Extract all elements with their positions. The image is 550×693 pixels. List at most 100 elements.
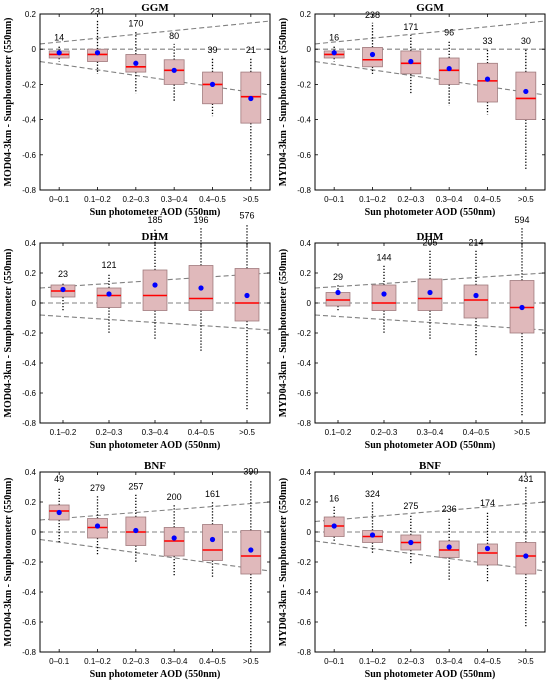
- x-tick-label: 0.2–0.3: [397, 657, 424, 666]
- axes-frame: [39, 13, 271, 191]
- sample-count: 279: [90, 483, 105, 493]
- x-tick-label: 0.1–0.2: [84, 195, 111, 204]
- sample-count: 257: [128, 482, 143, 492]
- y-tick-label: -0.6: [297, 389, 311, 398]
- box-2: 279: [87, 483, 108, 555]
- x-tick-label: >0.5: [518, 195, 534, 204]
- sample-count: 231: [90, 6, 105, 16]
- box-2: 231: [87, 6, 108, 74]
- sample-count: 16: [329, 33, 339, 43]
- box-body: [438, 57, 460, 85]
- mean-point: [198, 285, 204, 291]
- y-tick-label: -0.4: [22, 116, 36, 125]
- mean-point: [56, 509, 62, 516]
- x-tick-label: 0.3–0.4: [161, 195, 188, 204]
- mean-point: [331, 523, 337, 529]
- mean-point: [408, 58, 414, 65]
- box-5: 33: [477, 36, 498, 115]
- sample-count: 174: [480, 498, 495, 508]
- sample-count: 80: [169, 31, 179, 41]
- x-tick-label: 0.1–0.2: [50, 428, 77, 437]
- reference-line-upper: [314, 501, 546, 523]
- mean-point: [171, 535, 177, 541]
- sample-count: 144: [376, 253, 391, 263]
- sample-count: 196: [193, 215, 208, 225]
- box-6: 30: [515, 36, 537, 169]
- x-tick-label: >0.5: [239, 428, 255, 437]
- box-5: 576: [234, 211, 260, 411]
- y-tick-label: 0.4: [300, 239, 312, 248]
- y-tick-label: -0.8: [22, 419, 36, 428]
- box-1: 23: [50, 269, 76, 311]
- sample-count: 14: [54, 33, 64, 43]
- sample-count: 324: [365, 489, 380, 499]
- box-1: 16: [323, 33, 345, 62]
- sample-count: 29: [333, 272, 343, 282]
- sample-count: 23: [58, 269, 68, 279]
- y-tick-label: 0: [307, 528, 312, 537]
- y-tick-label: 0.4: [25, 239, 37, 248]
- mean-point: [519, 304, 525, 311]
- x-tick-label: >0.5: [518, 657, 534, 666]
- box-body: [515, 71, 537, 121]
- x-tick-label: >0.5: [243, 657, 259, 666]
- y-tick-label: -0.8: [297, 186, 311, 195]
- mean-point: [94, 523, 101, 529]
- chart-title: DHM: [417, 231, 445, 243]
- y-axis-label: MOD04-3km - Sunphotometer (550nm): [3, 18, 14, 187]
- mean-point: [60, 286, 66, 293]
- box-body: [87, 48, 108, 62]
- y-tick-label: -0.4: [22, 359, 36, 368]
- mean-point: [427, 289, 433, 296]
- x-axis-label: Sun photometer AOD (550nm): [365, 207, 496, 218]
- mean-point: [209, 81, 216, 87]
- y-axis-label: MOD04-3km - Sunphotometer (550nm): [3, 249, 14, 418]
- x-tick-label: 0.2–0.3: [122, 657, 149, 666]
- box-2: 324: [362, 489, 383, 555]
- y-tick-label: 0: [32, 45, 37, 54]
- y-axis-label: MYD04-3km - Sunphotometer (550nm): [278, 18, 289, 186]
- mean-point: [133, 60, 139, 66]
- box-5: 594: [509, 215, 535, 416]
- mean-point: [248, 547, 254, 553]
- mean-point: [381, 291, 387, 297]
- y-axis-label: MYD04-3km - Sunphotometer (550nm): [278, 478, 289, 646]
- y-tick-label: -0.2: [22, 329, 36, 338]
- x-tick-label: 0.1–0.2: [359, 195, 386, 204]
- sample-count: 121: [101, 260, 116, 270]
- mean-point: [446, 65, 452, 72]
- mean-point: [152, 282, 158, 288]
- chart-panel-4: 29 144 205 214 594 -0.8 -0.6 -0.4 -0.2 0 0.2 0.4 0.1…: [278, 215, 546, 451]
- x-tick-label: 0.2–0.3: [122, 195, 149, 204]
- box-body: [362, 47, 383, 68]
- box-1: 14: [48, 33, 70, 62]
- box-3: 257: [125, 482, 147, 562]
- reference-line-lower: [314, 540, 546, 572]
- x-tick-label: 0–0.1: [49, 657, 70, 666]
- sample-count: 576: [239, 211, 254, 221]
- mean-point: [209, 536, 216, 543]
- x-axis-label: Sun photometer AOD (550nm): [365, 440, 496, 451]
- chart-title: BNF: [419, 460, 441, 472]
- x-tick-label: 0–0.1: [324, 657, 345, 666]
- box-body: [142, 269, 168, 311]
- sample-count: 39: [207, 45, 217, 55]
- sample-count: 236: [442, 504, 457, 514]
- reference-line-upper: [39, 501, 271, 521]
- y-tick-label: -0.6: [22, 618, 36, 627]
- box-4: 96: [438, 27, 460, 106]
- y-tick-label: -0.2: [297, 80, 311, 89]
- box-1: 29: [325, 272, 351, 312]
- x-tick-label: 0.1–0.2: [359, 657, 386, 666]
- x-tick-label: 0–0.1: [49, 195, 70, 204]
- y-tick-label: 0: [307, 299, 312, 308]
- sample-count: 275: [403, 501, 418, 511]
- sample-count: 16: [329, 494, 339, 504]
- mean-point: [335, 289, 341, 296]
- y-tick-label: -0.2: [297, 329, 311, 338]
- y-tick-label: -0.2: [22, 558, 36, 567]
- mean-point: [523, 553, 529, 559]
- x-tick-label: 0.2–0.3: [397, 195, 424, 204]
- y-tick-label: -0.4: [297, 116, 311, 125]
- mean-point: [331, 50, 337, 56]
